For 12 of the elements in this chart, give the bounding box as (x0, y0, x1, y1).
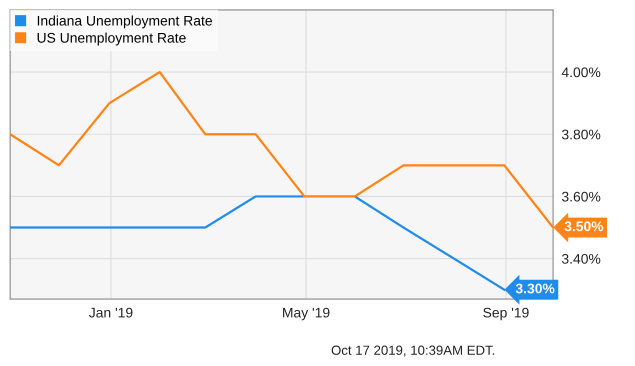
data-label: 3.30% (516, 284, 554, 294)
legend-label: US Unemployment Rate (38, 32, 186, 46)
y-tick-label: 3.40% (562, 254, 600, 264)
x-tick-label: May '19 (283, 308, 330, 320)
data-label: 3.50% (564, 221, 604, 232)
text: Oct 17 2019, 10:39AM EDT. (332, 346, 494, 356)
legend-label: Indiana Unemployment Rate (38, 15, 212, 28)
x-tick-label: Sep '19 (483, 308, 529, 320)
y-tick-label: 3.60% (562, 192, 600, 202)
x-tick-label: Jan '19 (88, 308, 132, 318)
y-tick-label: 3.80% (562, 130, 600, 140)
y-tick-label: 4.00% (562, 67, 600, 78)
